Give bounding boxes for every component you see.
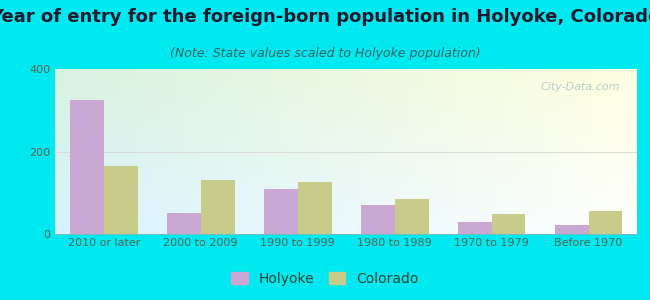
Bar	[395, 199, 428, 234]
Bar	[458, 223, 491, 234]
Bar	[70, 100, 104, 234]
Bar	[264, 189, 298, 234]
Text: Year of entry for the foreign-born population in Holyoke, Colorado: Year of entry for the foreign-born popul…	[0, 8, 650, 26]
Bar	[491, 214, 525, 234]
Text: City-Data.com: City-Data.com	[540, 82, 619, 92]
Bar	[554, 225, 588, 234]
Bar	[201, 180, 235, 234]
Bar	[361, 205, 395, 234]
Text: (Note: State values scaled to Holyoke population): (Note: State values scaled to Holyoke po…	[170, 46, 480, 59]
Bar	[588, 211, 623, 234]
Legend: Holyoke, Colorado: Holyoke, Colorado	[226, 266, 424, 292]
Bar	[104, 166, 138, 234]
Bar	[298, 182, 332, 234]
Bar	[167, 213, 201, 234]
